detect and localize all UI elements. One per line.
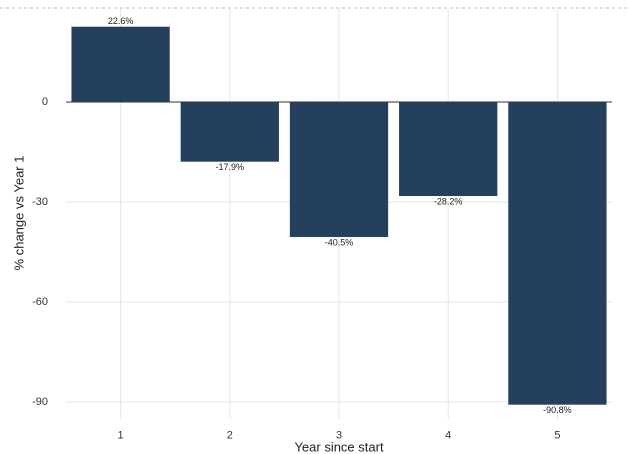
y-tick-label: 0: [42, 96, 48, 108]
y-tick-label: -30: [32, 196, 48, 208]
y-axis-title: % change vs Year 1: [11, 156, 26, 271]
value-label: -90.8%: [543, 405, 572, 415]
bar: [289, 102, 389, 238]
x-tick-label: 4: [445, 430, 451, 442]
x-tick-label: 2: [227, 430, 233, 442]
bar: [508, 102, 607, 405]
value-label: -17.9%: [216, 162, 245, 172]
x-axis-title: Year since start: [294, 439, 384, 454]
bar: [399, 102, 498, 197]
x-tick-label: 3: [336, 430, 342, 442]
bar: [71, 26, 170, 103]
x-tick-label: 1: [118, 430, 124, 442]
y-tick-label: -60: [32, 296, 48, 308]
value-label: 22.6%: [108, 16, 134, 26]
bar: [180, 102, 279, 162]
value-label: -28.2%: [434, 196, 463, 206]
value-label: -40.5%: [325, 237, 354, 247]
x-tick-label: 5: [554, 430, 560, 442]
y-tick-label: -90: [32, 396, 48, 408]
